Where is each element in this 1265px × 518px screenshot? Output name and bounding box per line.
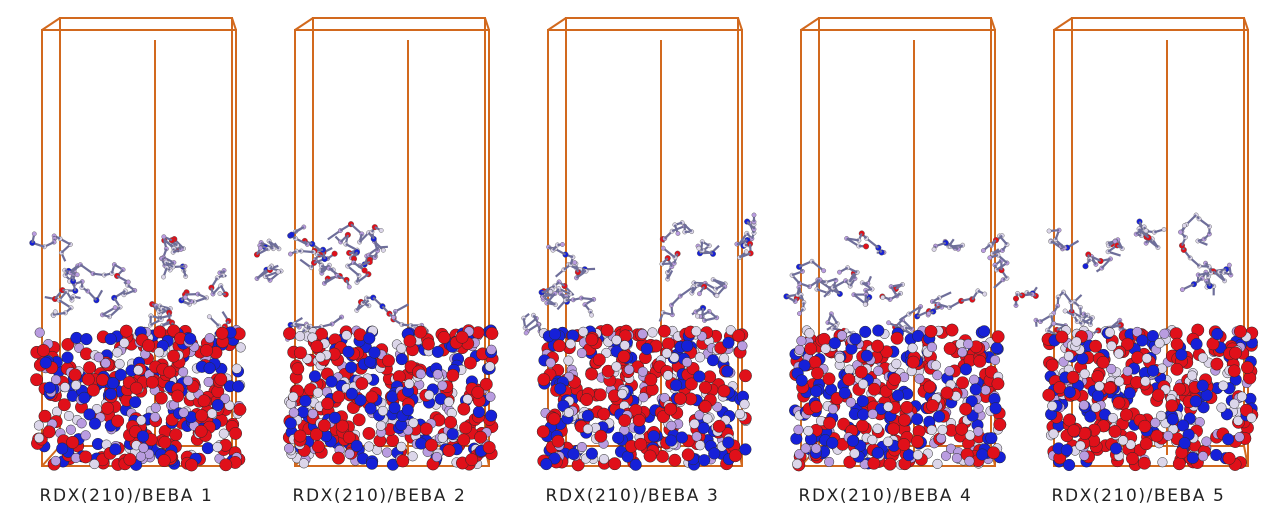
rdx-crystal-slab xyxy=(1041,323,1259,472)
simulation-cell-box xyxy=(41,17,237,467)
molecular-snapshot-3 xyxy=(521,17,757,472)
simulation-cell-box xyxy=(800,17,996,467)
molecular-snapshot-2 xyxy=(254,17,499,471)
caption-3: RDX(210)/BEBA 3 xyxy=(545,486,720,506)
polymer-binder-layer xyxy=(521,212,757,336)
polymer-binder-layer xyxy=(29,231,232,344)
caption-5: RDX(210)/BEBA 5 xyxy=(1051,486,1226,506)
caption-4: RDX(210)/BEBA 4 xyxy=(798,486,973,506)
caption-2: RDX(210)/BEBA 2 xyxy=(292,486,467,506)
caption-1: RDX(210)/BEBA 1 xyxy=(39,486,214,506)
panel-1: RDX(210)/BEBA 1 xyxy=(0,0,253,518)
molecular-snapshot-4 xyxy=(783,17,1010,472)
polymer-binder-layer xyxy=(254,221,429,342)
panel-5: RDX(210)/BEBA 5 xyxy=(1012,0,1265,518)
panel-4: RDX(210)/BEBA 4 xyxy=(759,0,1012,518)
polymer-binder-layer xyxy=(783,230,1010,343)
panel-3: RDX(210)/BEBA 3 xyxy=(506,0,759,518)
polymer-binder-layer xyxy=(1013,212,1234,339)
rdx-crystal-slab xyxy=(30,324,247,472)
molecular-snapshot-5 xyxy=(1013,17,1259,472)
panel-2: RDX(210)/BEBA 2 xyxy=(253,0,506,518)
rdx-crystal-slab xyxy=(789,323,1007,472)
molecular-snapshot-1 xyxy=(29,17,247,472)
rdx-crystal-slab xyxy=(536,323,752,472)
rdx-crystal-slab xyxy=(282,324,499,471)
